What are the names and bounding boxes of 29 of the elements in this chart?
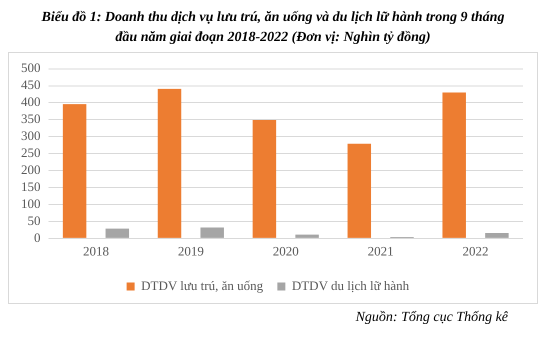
bar — [200, 228, 224, 238]
chart-title: Biểu đồ 1: Doanh thu dịch vụ lưu trú, ăn uống và du lịch lữ hành trong 9 tháng đầu năm giai đoạn 2018-2022 (Đơn vị: Nghìn tỷ đồng) — [40, 9, 506, 47]
x-tick-label: 2018 — [82, 244, 109, 259]
legend-label: DTDV lưu trú, ăn uống — [141, 278, 264, 293]
x-tick-label: 2020 — [272, 244, 299, 259]
y-tick-label: 400 — [21, 94, 40, 110]
y-tick-label: 250 — [21, 145, 40, 160]
y-tick-label: 50 — [28, 212, 40, 228]
bar — [158, 88, 182, 238]
bar — [252, 120, 276, 238]
bar — [442, 92, 466, 238]
y-tick-label: 350 — [21, 111, 40, 126]
y-tick-label: 0 — [34, 230, 40, 245]
y-tick-label: 100 — [21, 196, 40, 211]
bar — [62, 104, 86, 238]
x-tick-label: 2021 — [368, 244, 394, 259]
text: Nguồn: Tổng cục Thống kê — [354, 310, 509, 326]
bar — [485, 232, 509, 238]
bar — [295, 234, 319, 238]
bar — [348, 144, 372, 238]
y-tick-label: 150 — [21, 178, 40, 194]
x-tick-label: 2022 — [462, 244, 489, 259]
bar — [106, 228, 130, 238]
y-tick-label: 200 — [21, 162, 40, 177]
y-tick-label: 300 — [21, 128, 40, 144]
x-tick-label: 2019 — [178, 244, 204, 259]
y-tick-label: 450 — [21, 77, 40, 92]
legend-label: DTDV du lịch lữ hành — [292, 278, 410, 293]
y-tick-label: 500 — [21, 60, 40, 76]
